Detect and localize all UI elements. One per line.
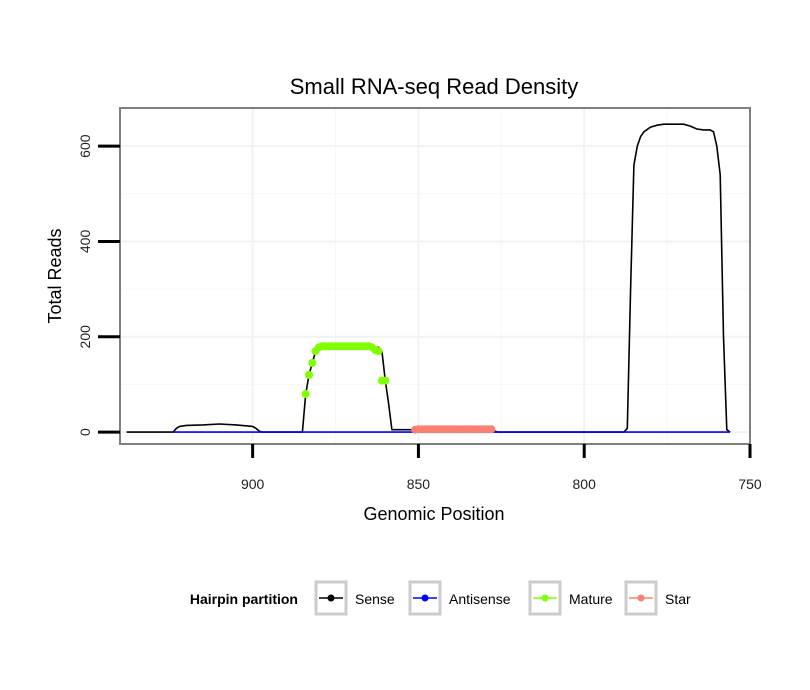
y-axis: 0 200 400 600 — [77, 134, 120, 436]
mature-point — [301, 390, 310, 398]
plot-panel — [119, 107, 751, 445]
y-tick-label: 600 — [77, 134, 93, 158]
mature-point — [374, 347, 383, 356]
x-axis: 900 850 800 750 — [241, 444, 762, 492]
y-tick-label: 400 — [77, 230, 93, 254]
x-tick-label: 850 — [407, 476, 431, 492]
y-axis-title: Total Reads — [45, 228, 65, 323]
legend-label-antisense: Antisense — [449, 591, 511, 607]
legend: Hairpin partition Sense Antisense Mature St… — [190, 580, 691, 616]
x-tick-label: 900 — [241, 476, 265, 492]
mature-point — [308, 359, 317, 367]
legend-label-mature: Mature — [569, 591, 613, 607]
panel-border — [119, 107, 751, 445]
chart-title: Small RNA-seq Read Density — [290, 74, 579, 99]
legend-key-dot-star — [637, 594, 645, 602]
legend-key-dot-antisense — [421, 594, 429, 602]
star-point — [487, 425, 496, 434]
x-axis-title: Genomic Position — [363, 504, 504, 524]
legend-label-star: Star — [665, 591, 691, 607]
legend-key-dot-sense — [327, 594, 335, 602]
series-layer — [126, 123, 731, 434]
mature-point — [305, 370, 313, 379]
legend-label-sense: Sense — [355, 591, 395, 607]
y-tick-label: 0 — [77, 428, 93, 436]
legend-key-dot-mature — [541, 594, 549, 602]
y-tick-label: 200 — [77, 325, 93, 349]
x-tick-label: 750 — [738, 476, 762, 492]
mature-point — [381, 376, 390, 385]
legend-items: Sense Antisense Mature Star — [314, 580, 691, 616]
x-tick-label: 800 — [573, 476, 597, 492]
panel-background — [120, 108, 750, 444]
legend-title: Hairpin partition — [190, 591, 298, 607]
